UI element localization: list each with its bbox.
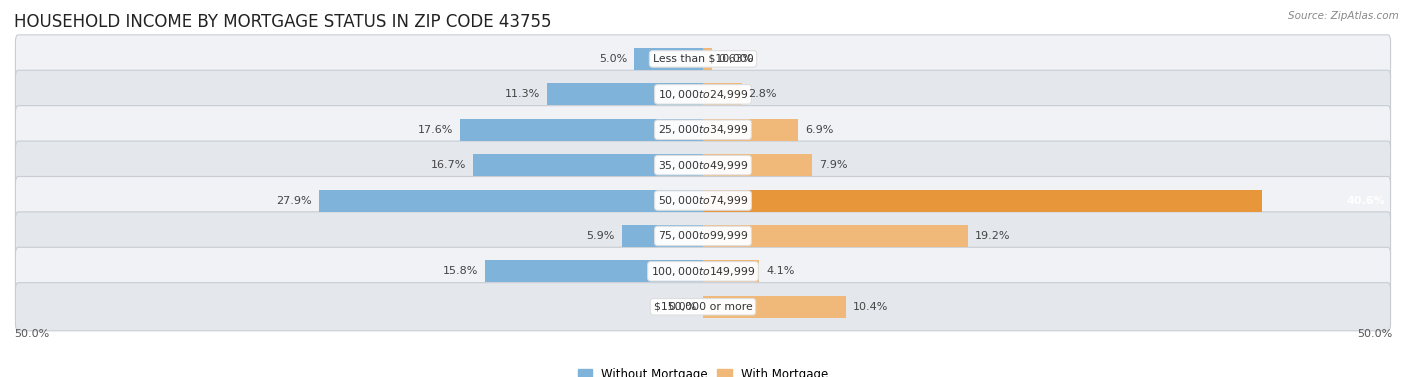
Text: HOUSEHOLD INCOME BY MORTGAGE STATUS IN ZIP CODE 43755: HOUSEHOLD INCOME BY MORTGAGE STATUS IN Z…	[14, 12, 551, 31]
Bar	[703, 225, 967, 247]
Text: 50.0%: 50.0%	[1357, 329, 1392, 339]
Text: $50,000 to $74,999: $50,000 to $74,999	[658, 194, 748, 207]
Bar	[634, 48, 703, 70]
FancyBboxPatch shape	[15, 212, 1391, 260]
Text: 5.9%: 5.9%	[586, 231, 614, 241]
Text: Source: ZipAtlas.com: Source: ZipAtlas.com	[1288, 11, 1399, 21]
FancyBboxPatch shape	[15, 70, 1391, 118]
FancyBboxPatch shape	[15, 176, 1391, 225]
Bar	[621, 225, 703, 247]
Text: $100,000 to $149,999: $100,000 to $149,999	[651, 265, 755, 278]
Bar	[703, 296, 846, 318]
Text: 4.1%: 4.1%	[766, 266, 794, 276]
Bar	[461, 119, 703, 141]
Text: 0.0%: 0.0%	[668, 302, 696, 312]
Text: 19.2%: 19.2%	[974, 231, 1010, 241]
FancyBboxPatch shape	[15, 106, 1391, 154]
FancyBboxPatch shape	[15, 141, 1391, 189]
Text: $25,000 to $34,999: $25,000 to $34,999	[658, 123, 748, 136]
Text: 6.9%: 6.9%	[806, 125, 834, 135]
Text: 5.0%: 5.0%	[599, 54, 627, 64]
Bar	[703, 154, 811, 176]
Bar	[703, 48, 711, 70]
Text: $10,000 to $24,999: $10,000 to $24,999	[658, 88, 748, 101]
FancyBboxPatch shape	[15, 283, 1391, 331]
Bar	[485, 261, 703, 282]
FancyBboxPatch shape	[15, 35, 1391, 83]
Text: 17.6%: 17.6%	[418, 125, 454, 135]
Bar	[703, 119, 799, 141]
Text: 16.7%: 16.7%	[430, 160, 465, 170]
Text: 0.63%: 0.63%	[718, 54, 754, 64]
Bar	[472, 154, 703, 176]
Text: 50.0%: 50.0%	[14, 329, 49, 339]
Text: 11.3%: 11.3%	[505, 89, 540, 100]
Text: $150,000 or more: $150,000 or more	[654, 302, 752, 312]
Text: $75,000 to $99,999: $75,000 to $99,999	[658, 230, 748, 242]
Text: 7.9%: 7.9%	[818, 160, 848, 170]
Bar	[703, 261, 759, 282]
Text: $35,000 to $49,999: $35,000 to $49,999	[658, 159, 748, 172]
Text: 40.6%: 40.6%	[1347, 196, 1385, 205]
FancyBboxPatch shape	[15, 247, 1391, 296]
Text: Less than $10,000: Less than $10,000	[652, 54, 754, 64]
Bar	[319, 190, 703, 211]
Bar	[703, 83, 741, 105]
Legend: Without Mortgage, With Mortgage: Without Mortgage, With Mortgage	[574, 363, 832, 377]
Bar	[703, 190, 1263, 211]
Text: 15.8%: 15.8%	[443, 266, 478, 276]
Text: 10.4%: 10.4%	[853, 302, 889, 312]
Text: 27.9%: 27.9%	[276, 196, 312, 205]
Text: 2.8%: 2.8%	[748, 89, 778, 100]
Bar	[547, 83, 703, 105]
